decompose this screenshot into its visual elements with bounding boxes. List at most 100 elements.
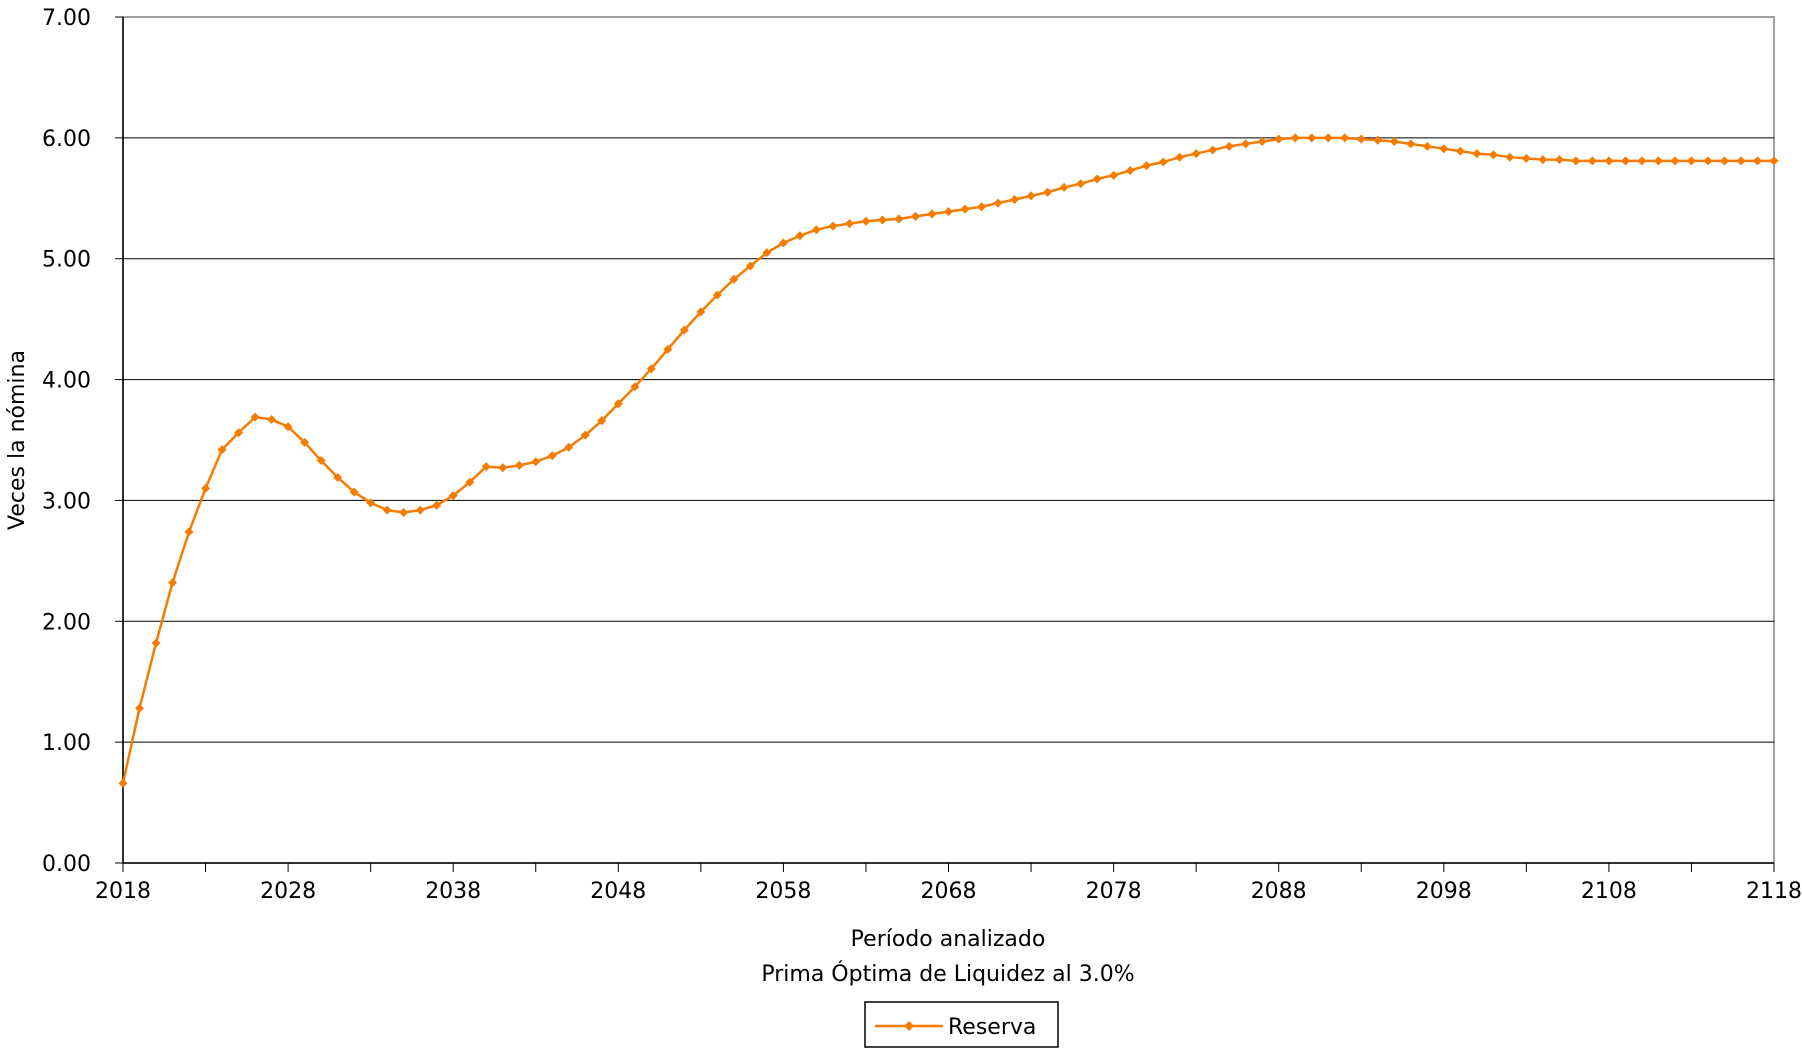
data-point [283, 422, 293, 432]
data-point [399, 508, 409, 518]
data-point [1670, 156, 1680, 166]
data-point [1554, 155, 1564, 165]
data-point [762, 248, 772, 258]
data-point [877, 215, 887, 225]
data-point [465, 477, 475, 487]
data-point [795, 231, 805, 241]
data-point [382, 505, 392, 515]
y-tick-label: 5.00 [42, 248, 91, 273]
data-point [828, 221, 838, 231]
data-point [1059, 182, 1069, 192]
data-point [1455, 146, 1465, 156]
gridlines [123, 137, 1774, 743]
data-point [366, 498, 376, 508]
data-point [861, 216, 871, 226]
y-tick-label: 0.00 [42, 852, 91, 877]
data-point [663, 344, 673, 354]
data-point [1257, 136, 1267, 146]
data-point [1752, 156, 1762, 166]
data-point [1505, 152, 1515, 162]
data-point [977, 202, 987, 212]
data-point [300, 437, 310, 447]
data-point [135, 703, 145, 713]
data-point [1422, 141, 1432, 151]
chart-subtitle: Prima Óptima de Liquidez al 3.0% [761, 961, 1134, 987]
data-point [1637, 156, 1647, 166]
legend-label-reserva: Reserva [948, 1015, 1036, 1040]
data-point [498, 463, 508, 473]
data-point [745, 261, 755, 271]
data-point [1769, 156, 1779, 166]
data-point [1208, 145, 1218, 155]
data-point [1620, 156, 1630, 166]
data-point [1323, 133, 1333, 143]
data-point [894, 214, 904, 224]
data-point [993, 198, 1003, 208]
data-point [696, 307, 706, 317]
data-point [944, 207, 953, 217]
data-point [514, 460, 524, 470]
x-tick-label: 2018 [95, 879, 151, 904]
data-point [201, 483, 211, 493]
data-point [118, 778, 128, 788]
x-axis-title: Período analizado [851, 927, 1046, 952]
data-point [432, 500, 442, 510]
axes [115, 16, 1775, 872]
series-reserva [118, 133, 1779, 788]
data-point [1142, 161, 1152, 171]
x-tick-label: 2058 [755, 879, 811, 904]
data-point [646, 364, 656, 374]
data-point [234, 428, 244, 438]
data-point [1686, 156, 1696, 166]
data-point [1472, 149, 1482, 159]
data-point [1092, 174, 1102, 184]
data-point [1109, 170, 1119, 180]
y-tick-label: 4.00 [42, 369, 91, 394]
y-tick-labels: 0.00 1.00 2.00 3.00 4.00 5.00 6.00 7.00 [42, 6, 91, 877]
data-point [1340, 133, 1350, 143]
data-point [1224, 141, 1234, 151]
data-point [1026, 191, 1036, 201]
x-tick-label: 2118 [1746, 879, 1802, 904]
data-point [1719, 156, 1729, 166]
data-point [613, 399, 623, 409]
data-point [1406, 139, 1416, 149]
data-point [481, 462, 491, 472]
data-point [168, 578, 178, 588]
data-point [844, 219, 854, 229]
x-tick-label: 2068 [921, 879, 977, 904]
data-point [349, 487, 359, 497]
data-point [1488, 150, 1498, 160]
data-point [1191, 149, 1201, 159]
data-point [184, 527, 194, 537]
data-point [778, 238, 788, 248]
data-point [1587, 156, 1597, 166]
data-point [1043, 187, 1053, 197]
x-tick-label: 2088 [1251, 879, 1307, 904]
data-point [597, 416, 607, 426]
data-point [811, 225, 821, 235]
data-point [1125, 165, 1135, 175]
x-tick-label: 2048 [590, 879, 646, 904]
data-point [217, 445, 227, 455]
x-tick-label: 2108 [1581, 879, 1637, 904]
data-point [250, 412, 260, 422]
data-point [927, 209, 937, 219]
data-point [1373, 135, 1383, 145]
x-tick-label: 2098 [1416, 879, 1472, 904]
data-point [960, 204, 970, 214]
x-tick-label: 2028 [260, 879, 316, 904]
y-tick-label: 7.00 [42, 6, 91, 31]
y-axis-title: Veces la nómina [5, 350, 30, 530]
data-point [1538, 155, 1548, 165]
data-point [1389, 136, 1399, 146]
data-point [679, 325, 689, 335]
data-point [1571, 156, 1581, 166]
data-point [1653, 156, 1663, 166]
data-point [151, 638, 161, 648]
data-point [1158, 157, 1168, 167]
y-tick-label: 6.00 [42, 127, 91, 152]
data-point [564, 442, 574, 452]
